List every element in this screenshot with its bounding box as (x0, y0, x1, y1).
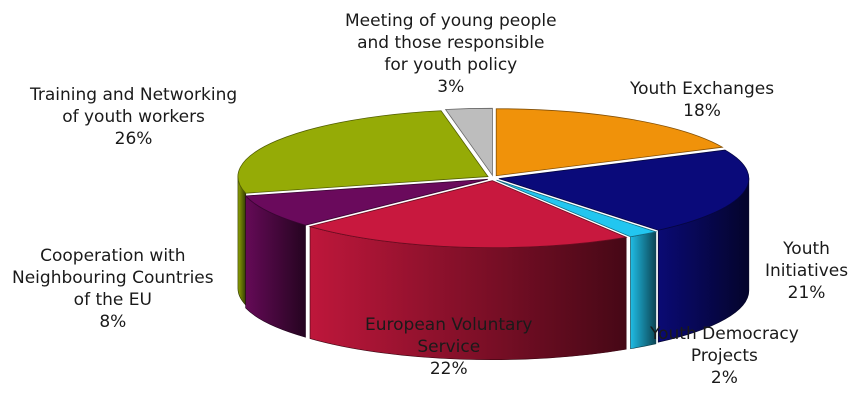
slice-label-youth-initiatives: Youth Initiatives 21% (765, 238, 848, 304)
slice-label-line: of the EU (73, 290, 152, 310)
slice-label-line: and those responsible (357, 33, 545, 53)
slice-value-label: 18% (683, 101, 721, 121)
slice-label-line: Projects (690, 346, 758, 366)
slice-label-line: European Voluntary (365, 315, 533, 335)
slice-label-line: Initiatives (765, 261, 849, 281)
slice-label-youth-democracy-projects: Youth Democracy Projects 2% (650, 323, 799, 389)
slice-label-line: Youth Exchanges (630, 79, 775, 99)
slice-cooperation-with-neighbouring-countries-of-the-eu (244, 178, 488, 226)
slice-training-and-networking-of-youth-workers (237, 110, 489, 194)
slice-value-label: 21% (787, 283, 826, 303)
slice-label-line: Youth (783, 239, 830, 259)
slice-label-line: Service (417, 337, 481, 357)
slice-label-line: Cooperation with (40, 246, 186, 266)
slice-side-training-and-networking-of-youth-workers (237, 176, 247, 306)
slice-youth-initiatives (498, 149, 750, 231)
slice-european-voluntary-service (308, 180, 628, 249)
slice-youth-democracy-projects (496, 179, 658, 238)
slice-label-european-voluntary-service: European Voluntary Service 22% (365, 314, 533, 380)
slice-value-label: 8% (99, 312, 127, 332)
slice-label-line: of youth workers (62, 107, 205, 127)
slice-meeting-of-young-people-and-those-responsible-for-youth-policy (444, 107, 493, 177)
slice-value-label: 3% (437, 77, 465, 97)
slice-label-cooperation-with-neighbouring-countries-of-the-eu: Cooperation with Neighbouring Countries of… (12, 245, 214, 333)
slice-label-line: Neighbouring Countries (12, 268, 214, 288)
slice-label-line: Meeting of young people (345, 11, 557, 31)
slice-label-youth-exchanges: Youth Exchanges 18% (630, 78, 774, 122)
slice-label-line: Youth Democracy (650, 324, 799, 344)
slice-value-label: 22% (429, 359, 468, 379)
slice-value-label: 2% (710, 368, 738, 388)
slice-label-line: Training and Networking (30, 85, 238, 105)
slice-label-meeting-of-young-people-and-those-responsible-for-youth-policy: Meeting of young people and those respons… (345, 10, 557, 98)
slice-label-training-and-networking-of-youth-workers: Training and Networking of youth workers 2… (30, 84, 237, 150)
slice-youth-exchanges (495, 108, 724, 177)
slice-label-line: for youth policy (384, 55, 518, 75)
slice-value-label: 26% (114, 129, 153, 149)
